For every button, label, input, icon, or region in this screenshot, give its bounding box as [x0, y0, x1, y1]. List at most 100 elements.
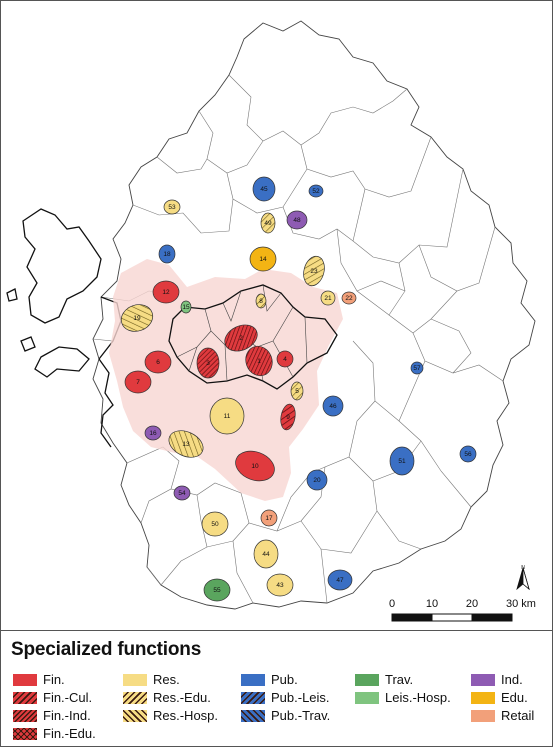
region-14: 14 — [249, 246, 277, 272]
legend-label: Res.-Edu. — [153, 690, 211, 706]
region-4-shape — [276, 350, 294, 368]
region-17-shape — [260, 509, 278, 527]
region-4-label: 4 — [283, 356, 287, 363]
region-47-label: 47 — [336, 577, 344, 584]
region-43: 43 — [266, 573, 294, 597]
region-54-shape — [173, 485, 191, 501]
legend-label: Pub. — [271, 672, 298, 688]
region-47-shape — [327, 569, 353, 591]
region-54: 54 — [173, 485, 191, 501]
region-18-shape — [158, 244, 176, 264]
scale-tick-0: 0 — [389, 598, 395, 610]
region-12-label: 12 — [162, 289, 170, 296]
region-20-shape — [306, 469, 328, 491]
legend-label: Leis.-Hosp. — [385, 690, 451, 706]
region-52-label: 52 — [312, 188, 320, 195]
region-19: 19 — [120, 304, 154, 332]
legend-item: Fin. — [13, 671, 65, 687]
region-50-shape — [201, 511, 229, 537]
region-23-label: 23 — [310, 268, 318, 275]
region-57-shape — [410, 361, 424, 375]
region-15-label: 15 — [182, 304, 190, 311]
region-44: 44 — [253, 539, 279, 569]
region-21: 21 — [320, 290, 336, 306]
region-9-label: 9 — [286, 414, 290, 421]
legend-label: Fin.-Cul. — [43, 690, 93, 706]
region-56: 56 — [459, 445, 477, 463]
legend-item: Res.-Hosp. — [123, 707, 218, 723]
legend-label: Fin.-Ind. — [43, 708, 91, 724]
legend-item: Pub.-Leis. — [241, 689, 330, 705]
region-46-label: 46 — [329, 403, 337, 410]
legend-swatch — [13, 727, 37, 740]
region-52: 52 — [308, 184, 324, 198]
region-6-label: 6 — [156, 359, 160, 366]
region-17: 17 — [260, 509, 278, 527]
region-48-label: 48 — [293, 217, 301, 224]
region-9-shape — [280, 403, 296, 431]
region-3-label: 3 — [206, 360, 210, 367]
region-12: 12 — [152, 280, 180, 304]
region-3-shape — [196, 347, 220, 379]
legend-item: Pub. — [241, 671, 298, 687]
legend-label: Retail — [501, 708, 535, 724]
region-5: 5 — [290, 381, 304, 401]
legend-item: Pub.-Trav. — [241, 707, 330, 723]
legend-swatch — [123, 691, 147, 704]
region-22-label: 22 — [345, 295, 353, 302]
region-8-shape — [255, 293, 267, 309]
legend-label: Res.-Hosp. — [153, 708, 219, 724]
region-15: 15 — [180, 300, 192, 314]
region-44-shape — [253, 539, 279, 569]
region-9: 9 — [280, 403, 296, 431]
region-6: 6 — [144, 350, 172, 374]
region-1-label: 1 — [257, 358, 261, 365]
legend-swatch — [241, 673, 265, 686]
region-16-shape — [144, 425, 162, 441]
region-23-shape — [303, 255, 325, 287]
district-boundaries — [92, 74, 504, 604]
region-4: 4 — [276, 350, 294, 368]
scale-tick-20: 20 — [466, 598, 478, 610]
region-46-shape — [322, 395, 344, 417]
region-13-label: 13 — [182, 441, 190, 448]
region-7-shape — [124, 370, 152, 394]
region-50: 50 — [201, 511, 229, 537]
legend-swatch — [471, 709, 495, 722]
region-16: 16 — [144, 425, 162, 441]
scale-tick-10: 10 — [426, 598, 438, 610]
region-57: 57 — [410, 361, 424, 375]
seoul-boundary — [168, 284, 338, 390]
region-5-shape — [290, 381, 304, 401]
region-47: 47 — [327, 569, 353, 591]
region-6-shape — [144, 350, 172, 374]
north-arrow-icon: N — [516, 565, 530, 591]
legend-label: Fin.-Edu. — [43, 726, 96, 742]
region-51: 51 — [389, 446, 415, 476]
region-2: 2 — [224, 324, 258, 352]
legend-swatch — [471, 673, 495, 686]
legend-item: Fin.-Ind. — [13, 707, 91, 723]
region-8: 8 — [255, 293, 267, 309]
legend-swatch — [241, 709, 265, 722]
region-7-label: 7 — [136, 379, 140, 386]
legend-item: Res. — [123, 671, 180, 687]
region-21-label: 21 — [324, 295, 332, 302]
region-10-label: 10 — [251, 463, 259, 470]
region-22-shape — [341, 291, 357, 305]
region-7: 7 — [124, 370, 152, 394]
legend-label: Fin. — [43, 672, 65, 688]
region-17-label: 17 — [265, 515, 273, 522]
region-51-label: 51 — [398, 458, 406, 465]
region-51-shape — [389, 446, 415, 476]
region-57-label: 57 — [413, 365, 421, 372]
legend-item: Trav. — [355, 671, 413, 687]
legend-swatch — [241, 691, 265, 704]
legend-swatch — [471, 691, 495, 704]
legend: Specialized functions Fin. Fin.-Cul. Fin.-… — [1, 630, 552, 747]
legend-swatch — [13, 691, 37, 704]
legend-swatch — [123, 709, 147, 722]
